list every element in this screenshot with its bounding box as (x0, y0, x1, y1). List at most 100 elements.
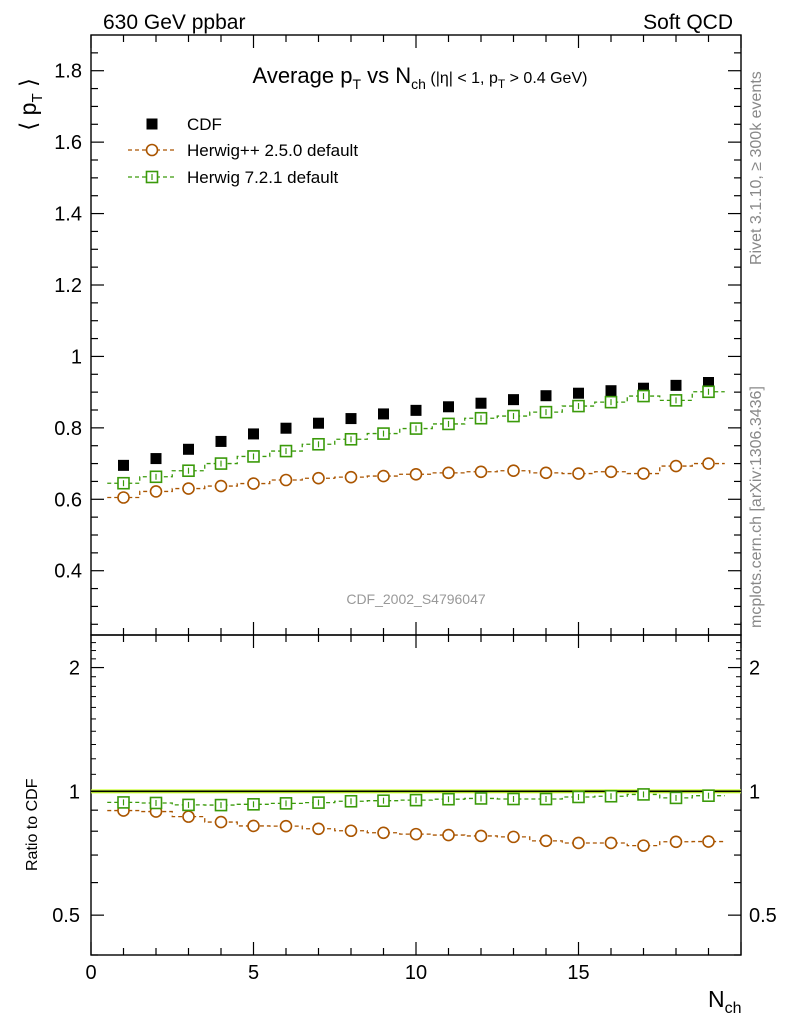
main-point (280, 422, 292, 434)
main-point (409, 467, 423, 481)
main-point (605, 385, 617, 397)
main-point (604, 465, 618, 479)
main-point (149, 485, 163, 498)
main-y-tick-label: 1.6 (54, 132, 82, 154)
ratio-series-line (107, 809, 725, 847)
ratio-point (377, 826, 390, 840)
x-tick-label: 5 (248, 962, 259, 984)
main-y-tick-label: 1.8 (54, 61, 82, 83)
ratio-y-tick-label: 1 (69, 781, 80, 803)
rivet-label: Rivet 3.1.10, ≥ 300k events (748, 71, 765, 265)
main-point (508, 394, 519, 406)
main-point (573, 387, 584, 399)
ratio-point (409, 827, 423, 841)
legend-label: Herwig++ 2.5.0 default (187, 141, 358, 160)
main-y-axis-label: ⟨ pT ⟩ (15, 78, 46, 131)
main-y-tick-label: 0.4 (54, 561, 82, 583)
main-point (312, 471, 325, 485)
ratio-y-tick-label: 2 (69, 658, 80, 680)
main-series (107, 377, 725, 504)
main-point (410, 404, 422, 416)
ratio-point (182, 810, 195, 823)
main-point (214, 479, 228, 493)
main-series-line (107, 391, 725, 484)
main-y-tick-label: 1.4 (54, 204, 82, 226)
ratio-point (572, 836, 585, 850)
main-point (150, 453, 162, 465)
ratio-series (91, 788, 741, 852)
main-point (279, 473, 293, 487)
ratio-y-tick-label-right: 0.5 (749, 905, 777, 927)
ratio-point (442, 828, 455, 842)
main-y-tick-label: 0.6 (54, 489, 82, 511)
x-tick-label: 0 (85, 962, 96, 984)
main-point (443, 401, 454, 413)
main-point (572, 467, 585, 480)
main-point (118, 459, 129, 471)
ratio-point (279, 819, 293, 833)
ratio-series-open-circle (107, 804, 725, 852)
main-axis-ticks: 0.4 0.6 0.8 1 1.2 1.4 1.6 1.8 (54, 35, 742, 635)
main-point (702, 457, 715, 470)
main-series-open-circle (107, 457, 725, 504)
main-point (344, 470, 358, 484)
ratio-y-axis-label: Ratio to CDF (24, 778, 41, 871)
ratio-point (604, 836, 618, 850)
ratio-point (214, 815, 228, 829)
main-title: Average pT vs Nch (|η| < 1, pT > 0.4 GeV… (253, 63, 588, 92)
ratio-point (247, 819, 260, 833)
main-point (475, 397, 487, 409)
header-left: 630 GeV ppbar (103, 11, 245, 34)
ratio-point (702, 835, 715, 848)
main-point (637, 467, 650, 480)
ratio-y-tick-label: 0.5 (52, 905, 80, 927)
legend: CDF Herwig++ 2.5.0 default Herwig 7.2.1 de… (128, 115, 358, 187)
x-axis-label: Nch (708, 986, 742, 1017)
main-point (248, 428, 259, 440)
ratio-y-tick-label-right: 1 (749, 781, 760, 803)
ratio-plot: 0.5 0.5 1 1 2 2 0 5 10 15 (52, 634, 777, 984)
main-point (474, 465, 488, 479)
legend-label: Herwig 7.2.1 default (187, 168, 338, 187)
main-y-tick-label: 1.2 (54, 275, 82, 297)
main-point (507, 464, 520, 478)
analysis-id: CDF_2002_S4796047 (346, 591, 486, 607)
ratio-series-open-square (107, 788, 725, 812)
main-point (638, 382, 649, 394)
main-point (247, 477, 260, 490)
ratio-point (539, 834, 553, 848)
main-point (540, 390, 552, 402)
legend-label: CDF (187, 115, 222, 134)
legend-marker (146, 118, 158, 130)
ratio-point (344, 824, 358, 838)
main-point (670, 379, 682, 391)
main-point (183, 443, 194, 455)
ratio-point (474, 829, 488, 843)
main-point (313, 417, 324, 429)
main-point (442, 466, 455, 480)
main-point (703, 377, 714, 388)
main-plot: 0.4 0.6 0.8 1 1.2 1.4 1.6 1.8 Average pT vs Nch… (54, 34, 742, 636)
main-point (182, 482, 195, 495)
mcplots-label: mcplots.cern.ch [arXiv:1306.3436] (748, 386, 765, 628)
main-series-filled-square (118, 377, 714, 471)
ratio-point (507, 830, 520, 844)
main-point (669, 459, 683, 473)
ratio-point (669, 835, 683, 849)
main-point (377, 469, 390, 483)
main-point (345, 413, 357, 425)
main-series-open-square (107, 385, 725, 490)
main-y-tick-label: 0.8 (54, 418, 82, 440)
ratio-series-line (107, 793, 725, 806)
x-tick-label: 10 (405, 962, 427, 984)
header-right: Soft QCD (643, 11, 733, 34)
ratio-point (637, 839, 650, 852)
x-tick-label: 15 (567, 962, 589, 984)
main-point (539, 466, 553, 480)
main-point (378, 408, 389, 420)
main-point (215, 435, 227, 447)
ratio-y-tick-label-right: 2 (749, 658, 760, 680)
main-y-tick-label: 1 (71, 346, 82, 368)
legend-marker (145, 143, 159, 157)
